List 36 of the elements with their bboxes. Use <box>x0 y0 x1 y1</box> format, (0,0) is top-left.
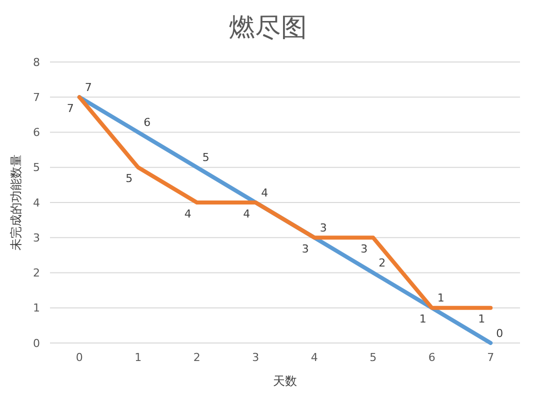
data-label: 7 <box>84 80 92 94</box>
data-label: 4 <box>261 186 268 200</box>
x-tick-label: 5 <box>370 351 377 364</box>
data-label: 3 <box>302 242 309 256</box>
x-axis-title: 天数 <box>273 374 297 388</box>
y-tick-label: 2 <box>33 266 40 280</box>
data-label: 4 <box>184 207 192 220</box>
x-tick-label: 6 <box>428 351 436 364</box>
y-tick-label: 3 <box>33 231 40 244</box>
y-tick-label: 6 <box>33 126 40 140</box>
data-label: 3 <box>320 221 327 234</box>
data-label: 7 <box>66 102 74 115</box>
y-axis-title: 未完成的功能数量 <box>9 154 23 250</box>
x-tick-label: 3 <box>252 351 260 364</box>
data-label: 1 <box>478 312 486 326</box>
data-label: 1 <box>437 292 444 305</box>
data-label: 0 <box>496 326 504 340</box>
x-tick-label: 4 <box>310 351 318 364</box>
data-label: 1 <box>419 312 426 326</box>
x-tick-label: 2 <box>193 351 200 364</box>
y-tick-label: 5 <box>33 161 40 174</box>
data-label: 2 <box>378 256 386 270</box>
data-label: 5 <box>202 151 210 164</box>
data-label: 6 <box>144 116 151 130</box>
x-tick-label: 0 <box>76 351 83 364</box>
y-tick-label: 1 <box>33 302 40 315</box>
data-label: 4 <box>243 207 250 220</box>
data-label: 3 <box>360 242 368 256</box>
y-tick-label: 4 <box>33 196 40 210</box>
chart-title: 燃尽图 <box>229 13 307 43</box>
y-tick-label: 7 <box>33 90 40 104</box>
y-tick-label: 8 <box>33 56 40 69</box>
y-tick-label: 0 <box>33 336 40 350</box>
x-tick-label: 1 <box>134 351 142 364</box>
data-label: 5 <box>126 172 133 186</box>
x-tick-label: 7 <box>487 351 494 364</box>
